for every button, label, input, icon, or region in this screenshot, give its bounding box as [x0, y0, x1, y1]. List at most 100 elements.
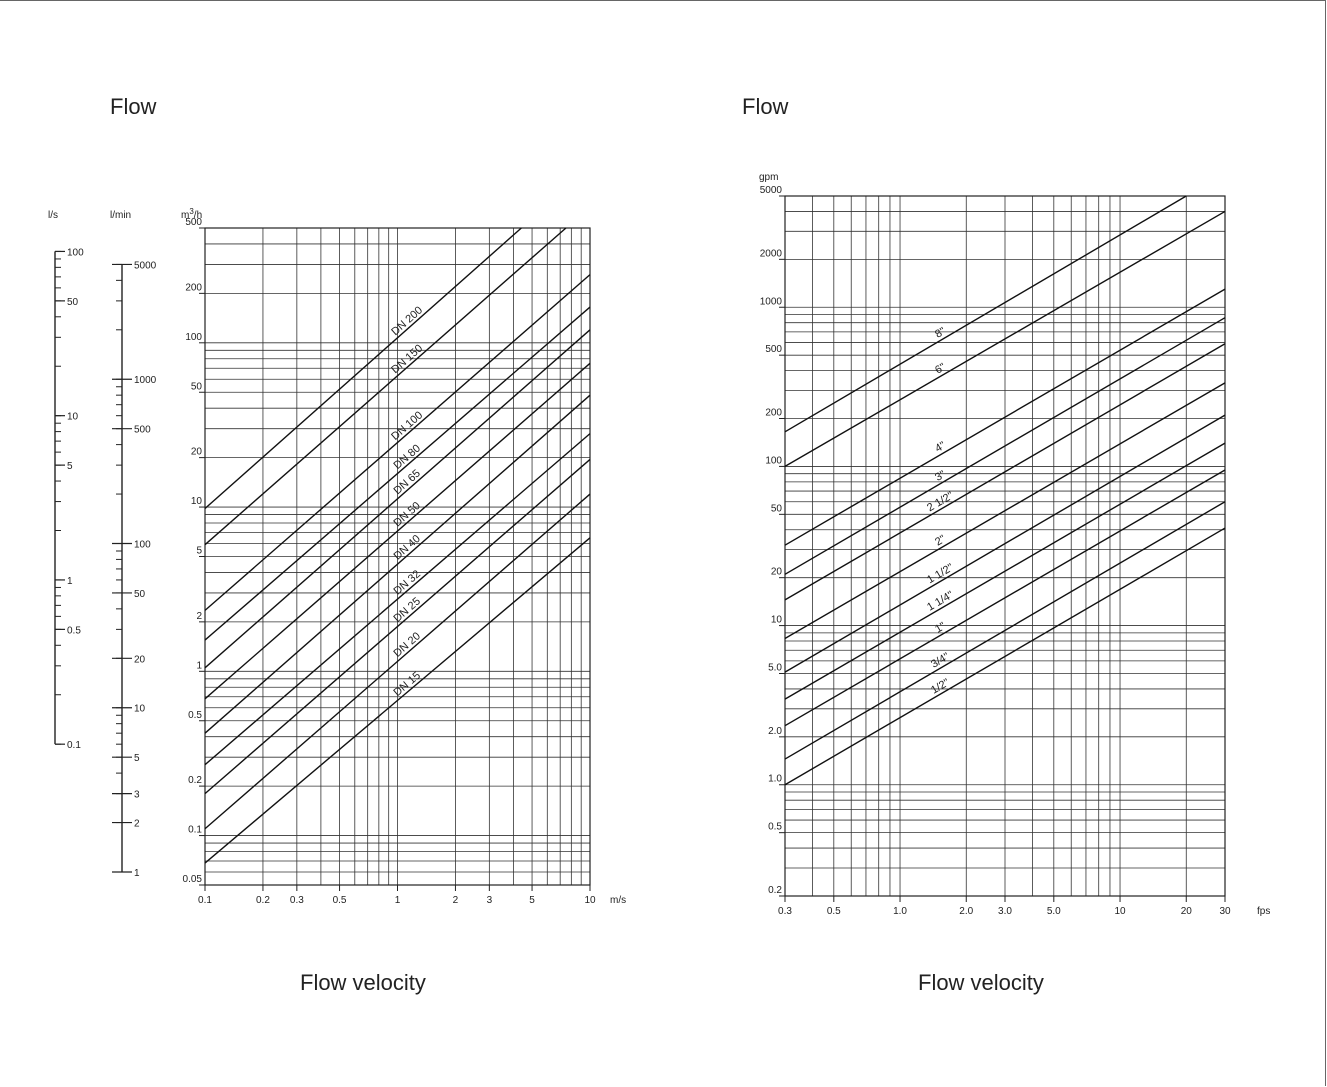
aux-axis-1-unit: l/min: [110, 210, 131, 221]
chart0-series-line: [204, 329, 591, 669]
chart1-x-tick-label: 30: [1219, 906, 1231, 917]
aux-axis-1-tick-label: 1: [134, 868, 140, 879]
chart1-y-tick-label: 2.0: [768, 726, 782, 737]
chart0-series-line: [204, 227, 567, 546]
chart0-series-label: DN 100: [389, 409, 425, 443]
aux-axis-1-tick-label: 10: [134, 704, 146, 715]
chart1-x-tick-label: 0.5: [827, 906, 841, 917]
chart1-x-tick-label: 20: [1181, 906, 1193, 917]
chart0-series-label: DN 150: [389, 342, 425, 376]
chart0-x-tick-label: 0.3: [290, 895, 304, 906]
chart0-y-tick-label: 0.05: [183, 874, 203, 885]
chart0-x-tick-label: 0.5: [333, 895, 347, 906]
chart1-series-line: [784, 527, 1226, 786]
chart0-series-line: [204, 433, 591, 766]
chart1-y-tick-label: 500: [765, 344, 782, 355]
chart1-y-tick-label: 10: [771, 615, 783, 626]
chart0-series-line: [204, 493, 591, 830]
chart1-series-label: 1 1/4": [925, 589, 956, 614]
chart0-series-label: DN 65: [392, 468, 423, 498]
chart1-series-line: [784, 288, 1226, 546]
chart1-y-unit: gpm: [759, 172, 778, 183]
left-chart-footer: Flow velocity: [300, 970, 426, 995]
chart1-x-tick-label: 5.0: [1047, 906, 1061, 917]
chart1-x-tick-label: 2.0: [959, 906, 973, 917]
chart0-y-tick-label: 0.2: [188, 775, 202, 786]
chart1-series-label: 2": [933, 533, 948, 548]
aux-axis-1-tick-label: 50: [134, 589, 146, 600]
chart0-series-label: DN 200: [389, 304, 425, 338]
left-chart-heading: Flow: [110, 94, 157, 119]
chart1-series-line: [784, 442, 1226, 700]
chart0-x-unit: m/s: [610, 895, 626, 906]
chart1-y-tick-label: 0.5: [768, 822, 782, 833]
chart0-y-tick-label: 10: [191, 496, 203, 507]
chart1-series-line: [784, 382, 1226, 640]
aux-axis-1-tick-label: 2: [134, 819, 140, 830]
chart0-y-tick-label: 1: [196, 660, 202, 671]
chart1-series-label: 1 1/2": [925, 562, 956, 587]
aux-axis-1-tick-label: 20: [134, 654, 146, 665]
chart0-x-tick-label: 5: [529, 895, 535, 906]
aux-axis-0-tick-label: 10: [67, 412, 79, 423]
chart1-x-tick-label: 0.3: [778, 906, 792, 917]
chart0-x-tick-label: 2: [453, 895, 459, 906]
aux-axis-0-tick-label: 0.1: [67, 740, 81, 751]
chart0-y-tick-label: 20: [191, 447, 203, 458]
aux-axis-1-tick-label: 100: [134, 539, 151, 550]
right-chart-heading: Flow: [742, 94, 789, 119]
chart1-y-tick-label: 1.0: [768, 774, 782, 785]
chart1-series-line: [784, 469, 1226, 727]
chart1-series-label: 4": [933, 440, 948, 455]
chart0-y-tick-label: 100: [185, 332, 202, 343]
chart0-y-tick-label: 0.1: [188, 825, 202, 836]
chart1-series-label: 2 1/2": [925, 490, 956, 515]
right-chart-footer: Flow velocity: [918, 970, 1044, 995]
chart1-series-line: [784, 317, 1226, 575]
aux-axis-0-unit: l/s: [48, 210, 58, 221]
chart0-series-line: [204, 274, 591, 611]
chart0-y-tick-label: 2: [196, 611, 202, 622]
chart1-y-tick-label: 1000: [760, 296, 783, 307]
chart0-series-line: [204, 306, 591, 641]
chart1-x-tick-label: 1.0: [893, 906, 907, 917]
chart1-y-tick-label: 5000: [760, 185, 783, 196]
aux-axis-1-tick-label: 1000: [134, 375, 157, 386]
chart1-series-label: 6": [933, 361, 948, 376]
aux-axis-0-tick-label: 0.5: [67, 625, 81, 636]
chart0-x-tick-label: 10: [584, 895, 596, 906]
aux-axis-0-tick-label: 5: [67, 461, 73, 472]
chart0-y-tick-label: 50: [191, 381, 203, 392]
chart1-series-line: [784, 501, 1226, 760]
chart0-y-tick-label: 0.5: [188, 710, 202, 721]
aux-axis-1-tick-label: 5000: [134, 260, 157, 271]
chart0-x-tick-label: 1: [395, 895, 401, 906]
chart0-series-line: [204, 227, 522, 510]
chart1-y-tick-label: 0.2: [768, 885, 782, 896]
chart1-y-tick-label: 100: [765, 455, 782, 466]
aux-axis-0-tick-label: 1: [67, 576, 73, 587]
aux-axis-1-tick-label: 3: [134, 790, 140, 801]
chart0-x-tick-label: 0.2: [256, 895, 270, 906]
chart0-series-label: DN 40: [392, 533, 423, 563]
chart0-series-line: [204, 537, 591, 864]
chart1-series-label: 1": [933, 620, 948, 635]
chart0-x-tick-label: 3: [487, 895, 493, 906]
chart0-series-line: [204, 394, 591, 734]
chart0-series-label: DN 20: [392, 630, 423, 660]
chart0-y-tick-label: 5: [196, 546, 202, 557]
chart1-y-tick-label: 2000: [760, 248, 783, 259]
chart1-x-tick-label: 3.0: [998, 906, 1012, 917]
chart0-y-unit: m3/h: [181, 207, 202, 221]
chart0-series-line: [204, 458, 591, 795]
chart1-series-line: [784, 210, 1226, 468]
chart1-y-tick-label: 200: [765, 408, 782, 419]
chart0-series-label: DN 80: [392, 442, 423, 471]
chart0-y-tick-label: 200: [185, 282, 202, 293]
chart1-series-label: 8": [933, 325, 948, 340]
aux-axis-0-tick-label: 50: [67, 297, 79, 308]
chart0-series-line: [204, 362, 591, 700]
chart1-y-tick-label: 20: [771, 567, 783, 578]
